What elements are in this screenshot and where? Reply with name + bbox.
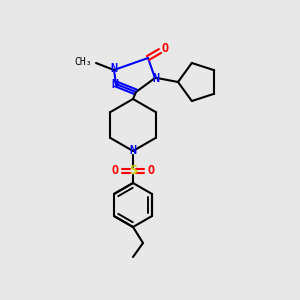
Text: N: N	[110, 62, 118, 76]
Text: S: S	[129, 164, 137, 178]
Text: CH₃: CH₃	[74, 57, 92, 67]
Text: N: N	[152, 71, 160, 85]
Text: N: N	[111, 77, 118, 91]
Text: O: O	[147, 164, 155, 178]
Text: O: O	[111, 164, 118, 178]
Text: O: O	[161, 43, 169, 56]
Text: N: N	[129, 145, 137, 158]
